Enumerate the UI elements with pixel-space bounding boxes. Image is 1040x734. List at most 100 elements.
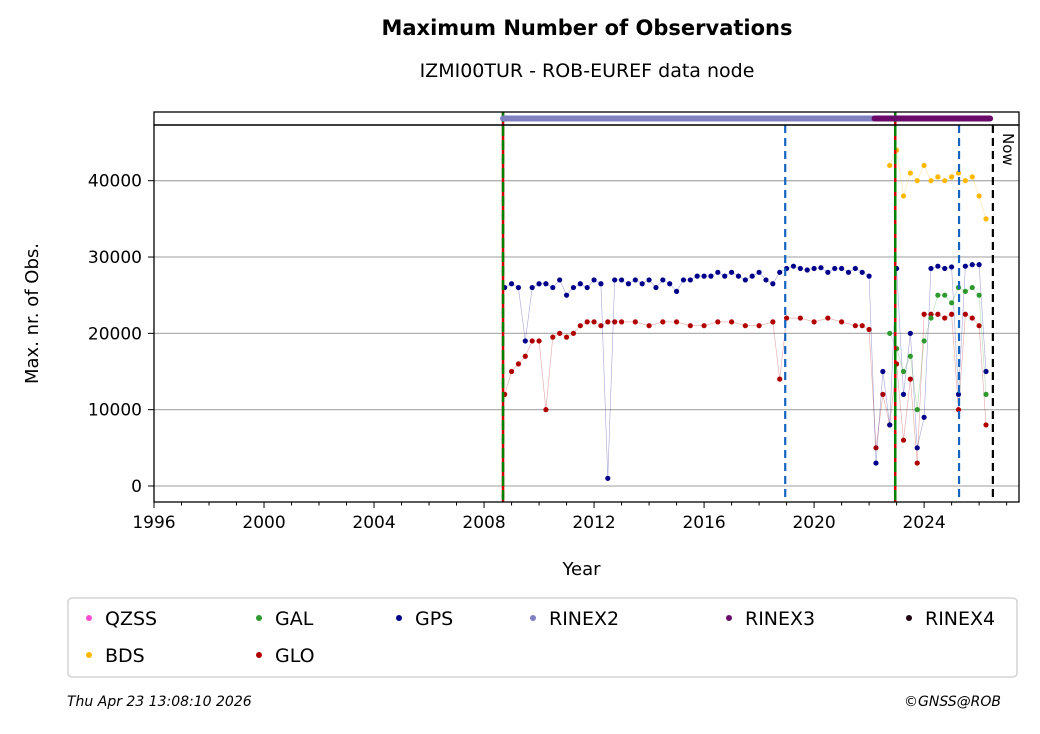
data-point [900,391,907,397]
legend-item-qzss: QZSS [86,608,157,630]
data-point [921,311,927,317]
data-point [900,437,907,443]
data-point [605,475,611,481]
data-point [605,319,611,325]
x-tick-label: 2004 [352,513,395,533]
data-point [570,284,577,291]
data-point [907,353,913,359]
data-point [667,281,673,287]
data-point [756,323,762,329]
legend-box [67,597,1018,678]
data-point [770,281,776,287]
x-axis-label: Year [561,559,601,580]
data-point [515,361,522,367]
data-point [577,281,583,287]
data-point [777,376,783,382]
data-point [962,311,968,317]
data-point [563,292,570,298]
data-point [591,319,597,325]
data-point [859,323,865,329]
data-point [715,269,721,275]
data-point [914,178,920,184]
series-line [889,149,987,219]
data-point [969,262,975,268]
data-point [598,281,604,287]
data-point [811,319,817,325]
data-point [900,193,907,199]
data-point [591,277,597,283]
data-point [976,262,982,268]
data-point [887,330,893,336]
data-point [962,288,968,294]
data-point [749,273,755,279]
data-point [818,265,824,271]
data-point [921,414,927,420]
data-point [618,277,625,283]
data-point [900,368,907,375]
legend-marker [86,652,92,658]
data-point [962,263,968,269]
data-point [873,445,879,451]
data-point [914,407,920,413]
copyright: ©GNSS@ROB [904,694,1001,710]
data-point [866,326,872,333]
data-point [577,323,583,329]
plot-frame [153,124,1020,503]
chart-subtitle: IZMI00TUR - ROB-EUREF data node [419,60,755,82]
data-point [838,319,845,325]
data-point [928,315,934,321]
legend-marker [256,652,262,658]
legend-marker [906,615,912,621]
data-point [742,277,748,283]
data-point [969,284,975,291]
data-point [550,284,556,291]
data-point [756,269,762,275]
data-point [928,311,934,317]
data-point [969,315,975,321]
data-point [949,300,955,306]
series-line [504,264,987,479]
legend-item-rinex4: RINEX4 [906,608,995,630]
data-point [955,407,962,413]
legend-label: RINEX2 [549,608,619,630]
data-point [632,319,638,325]
data-point [508,368,515,375]
data-point [701,323,707,329]
data-point [969,174,975,180]
y-tick-label: 30000 [88,248,142,268]
data-point [935,292,941,298]
data-point [907,376,913,382]
data-point [942,178,948,184]
data-point [914,445,920,451]
data-point [825,315,831,321]
data-point [845,269,852,275]
data-point [687,323,693,329]
data-point [942,265,948,272]
data-point [694,273,700,279]
series-gal [887,284,989,413]
y-tick-label: 0 [131,477,142,497]
data-point [660,319,666,325]
x-tick-label: 2020 [792,513,835,533]
now-label: Now [999,133,1017,166]
data-point [935,174,941,180]
legend-marker [726,615,732,621]
data-point [618,319,625,325]
y-tick-label: 40000 [88,172,142,192]
data-point [722,273,728,279]
legend-marker [396,615,402,621]
data-point [543,407,549,413]
legend-item-rinex2: RINEX2 [530,608,619,630]
legend-item-gal: GAL [256,608,314,630]
data-point [701,273,707,279]
data-point [557,330,563,336]
data-point [536,338,542,344]
data-point [673,288,680,294]
data-point [728,319,735,325]
data-point [563,334,570,340]
data-point [653,284,659,291]
data-point [797,265,803,272]
data-point [570,330,577,336]
x-tick-label: 2000 [242,513,285,533]
data-point [557,277,563,283]
